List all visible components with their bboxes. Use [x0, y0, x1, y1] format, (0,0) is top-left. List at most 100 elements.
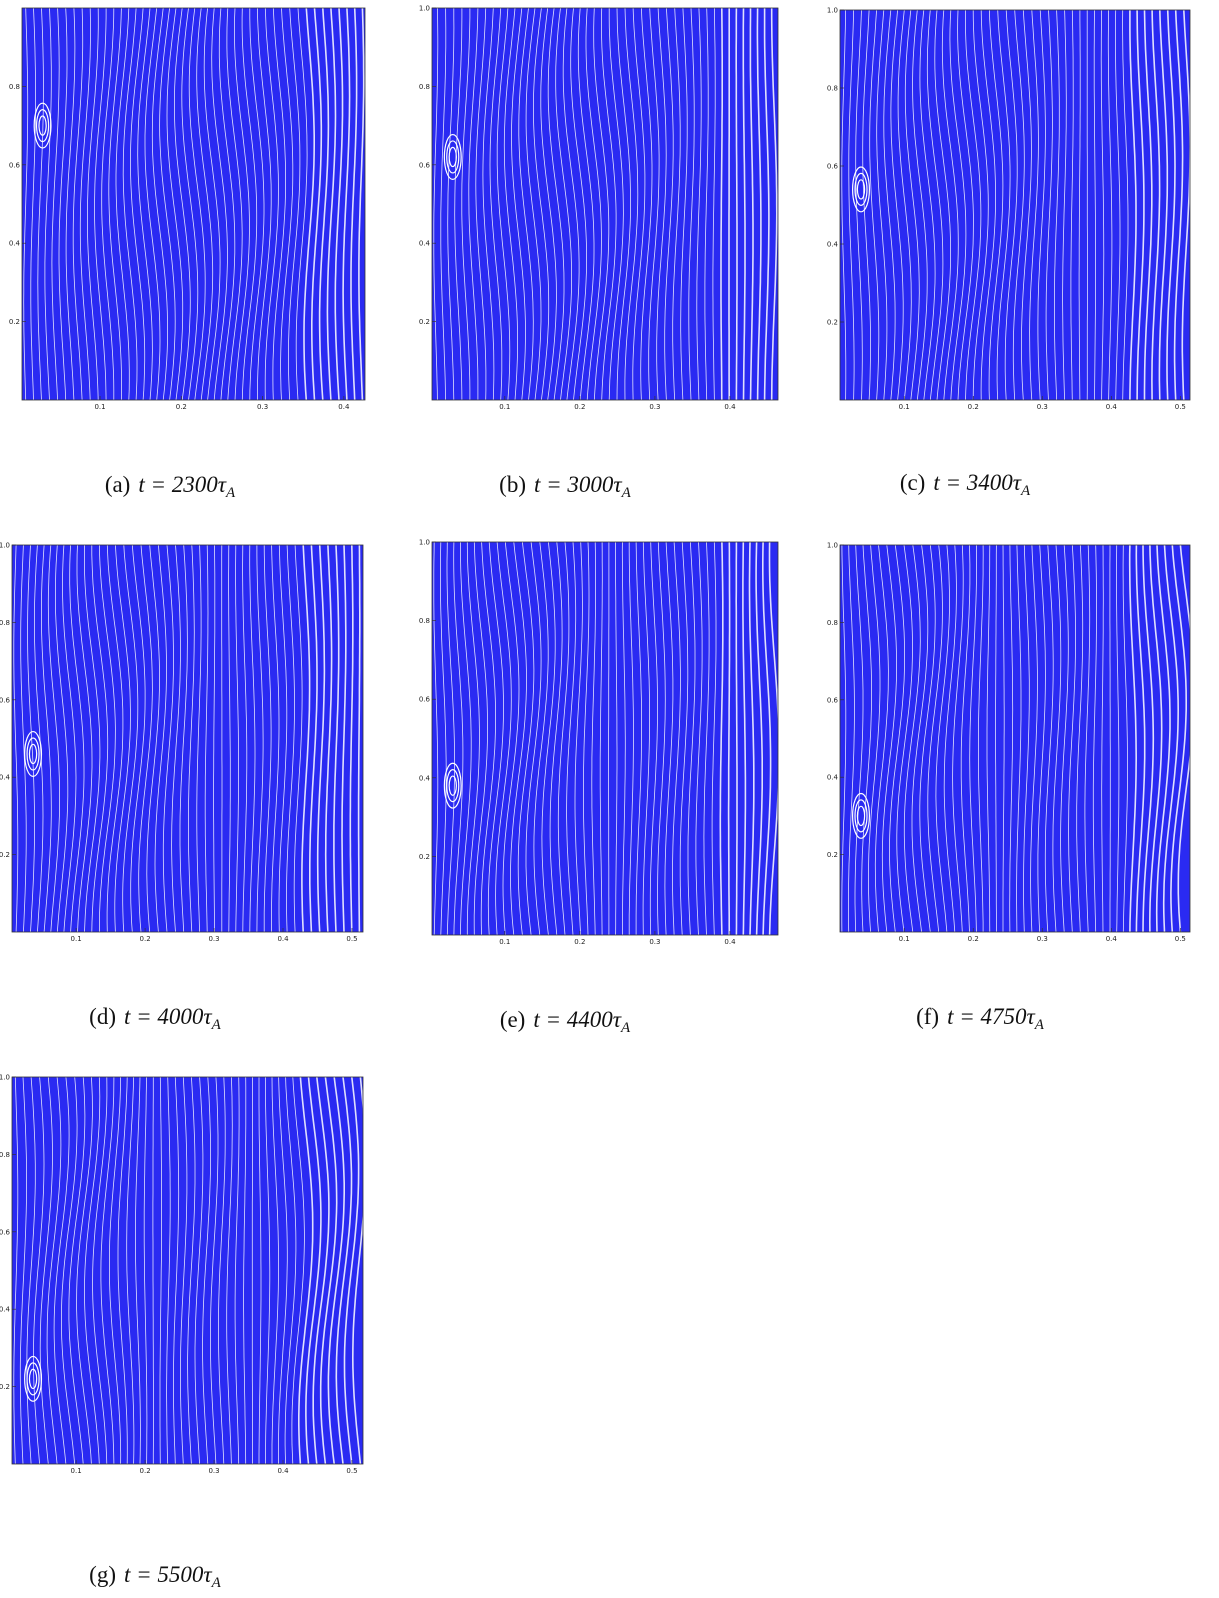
field-gap: [848, 10, 855, 400]
field-gap: [454, 8, 463, 400]
field-gap: [213, 545, 216, 932]
field-gap: [258, 1077, 262, 1464]
field-gap: [557, 542, 570, 935]
field-gap: [562, 8, 580, 400]
y-tick-label: 0.4: [827, 774, 839, 782]
field-gap: [433, 542, 439, 935]
field-gap: [108, 8, 122, 400]
x-tick-label: 0.2: [968, 403, 979, 411]
field-gap: [649, 542, 658, 935]
field-gap: [1037, 545, 1046, 932]
y-tick-label: 0.6: [419, 161, 431, 169]
field-gap: [265, 1077, 271, 1464]
caption-subscript: A: [211, 1017, 222, 1033]
field-gap: [688, 8, 695, 400]
field-gap: [657, 542, 666, 935]
field-gap: [137, 8, 153, 400]
field-gap: [23, 8, 29, 400]
field-gap: [58, 8, 68, 400]
field-gap: [341, 545, 347, 932]
y-tick-label: 0.4: [9, 240, 21, 248]
island: [851, 792, 870, 839]
field-gap: [303, 8, 315, 400]
island: [856, 805, 866, 827]
field-gap: [87, 8, 99, 400]
y-tick-label: 1.0: [0, 1074, 10, 1082]
field-gap: [272, 8, 286, 400]
field-gap: [511, 8, 526, 400]
field-gap: [1093, 10, 1096, 400]
field-gap: [162, 545, 174, 932]
field-gap: [1151, 10, 1161, 400]
field-gap: [1044, 545, 1054, 932]
caption: (a) t = 2300τA: [105, 472, 236, 501]
field-gap: [226, 1077, 233, 1464]
field-gap: [640, 8, 653, 400]
field-gap: [600, 8, 617, 400]
field-gap: [76, 1077, 93, 1464]
caption-label: (g): [89, 1562, 116, 1587]
field-gap: [1148, 545, 1163, 932]
y-tick-label: 0.6: [0, 696, 11, 704]
island: [28, 743, 38, 765]
plot-frame: [11, 1076, 364, 1465]
field-gap: [51, 8, 60, 400]
field-gap: [768, 542, 778, 935]
field-gap: [179, 1077, 188, 1464]
field-gap: [188, 8, 206, 400]
field-gap: [218, 8, 236, 400]
field-gap: [495, 542, 512, 935]
poincare-panel: 0.1 0.2 0.3 0.4 0.5 0.2 0.4 0.6 0.8 1.0 (c) t = 340…: [827, 7, 1191, 499]
x-tick-label: 0.1: [71, 935, 82, 943]
field-gap: [295, 8, 308, 400]
y-tick-label: 0.2: [0, 851, 10, 859]
field-gap: [433, 8, 439, 400]
caption-subscript: A: [1020, 483, 1031, 499]
x-tick-label: 0.2: [968, 935, 979, 943]
field-gap: [194, 1077, 204, 1464]
field-gap: [475, 8, 487, 400]
field-gap: [30, 8, 36, 400]
field-gap: [1012, 10, 1025, 400]
caption: (d) t = 4000τA: [89, 1004, 221, 1033]
field-gap: [154, 545, 167, 932]
field-gap: [106, 545, 124, 932]
field-gap: [555, 8, 572, 400]
island: [26, 1362, 40, 1396]
field-gap: [335, 1077, 353, 1464]
field-gap: [243, 1077, 247, 1464]
field-gap: [166, 8, 184, 400]
field-gap: [447, 8, 455, 400]
field-gap: [680, 8, 688, 400]
x-tick-label: 0.4: [724, 403, 736, 411]
island: [448, 775, 457, 796]
field-gap: [343, 1077, 360, 1464]
field-gap: [503, 8, 518, 400]
y-tick-label: 0.6: [9, 161, 21, 169]
y-tick-label: 1.0: [419, 539, 430, 547]
x-tick-label: 0.1: [94, 403, 105, 411]
field-gap: [868, 545, 881, 932]
field-gap: [897, 10, 912, 400]
field-gap: [342, 8, 351, 400]
field-lines: [432, 8, 778, 400]
field-gap: [876, 10, 888, 400]
field-gap: [203, 8, 221, 400]
field-gap: [311, 8, 323, 400]
x-tick-label: 0.3: [257, 403, 268, 411]
field-gap: [927, 545, 943, 932]
x-tick-label: 0.2: [140, 935, 151, 943]
island: [856, 179, 866, 200]
field-gap: [318, 8, 330, 400]
field-gap: [20, 545, 27, 932]
caption: (e) t = 4400τA: [500, 1007, 631, 1036]
island: [854, 172, 868, 206]
field-gap: [466, 542, 480, 935]
field-gap: [68, 1077, 86, 1464]
y-tick-label: 1.0: [419, 5, 430, 13]
field-gap: [143, 1077, 148, 1464]
field-lines: [432, 542, 778, 935]
field-gap: [727, 542, 731, 935]
field-gap: [1177, 545, 1190, 932]
